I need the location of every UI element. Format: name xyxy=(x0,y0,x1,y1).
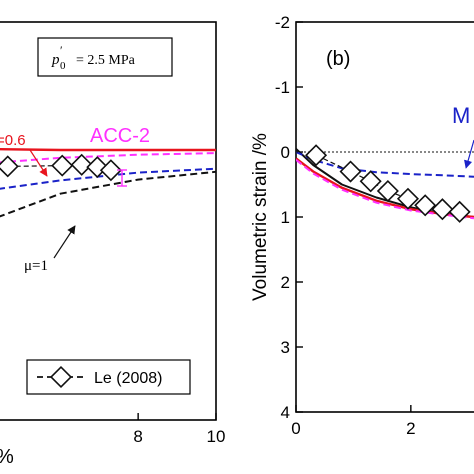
left-ticks: 8 10 xyxy=(133,413,225,446)
left-x-axis-label-fragment: % xyxy=(0,446,14,468)
x-tick-label: 10 xyxy=(207,427,226,446)
mu-1-arrow xyxy=(53,225,76,259)
mu-06-label: =0.6 xyxy=(0,132,26,149)
right-plot-frame xyxy=(295,21,474,413)
y-tick-label: 0 xyxy=(281,143,290,162)
y-tick-label: 2 xyxy=(281,273,290,292)
y-tick-label: 1 xyxy=(281,208,290,227)
mu-06-arrow xyxy=(29,149,48,177)
right-ticks: 0 2 -2 -1 0 1 2 3 4 xyxy=(275,13,416,438)
panel-b-label: (b) xyxy=(326,48,350,70)
pressure-box xyxy=(37,37,173,77)
pressure-symbol: p xyxy=(51,52,60,68)
data-point-marker xyxy=(431,198,454,221)
series-line-0 xyxy=(0,148,216,152)
data-point-marker xyxy=(0,155,19,178)
acc2-label: ACC-2 xyxy=(90,125,150,147)
left-legend: Le (2008) xyxy=(26,359,191,395)
data-point-marker xyxy=(414,194,437,217)
series-line-2 xyxy=(0,167,216,190)
series-line-2 xyxy=(296,159,474,220)
right-markers-group xyxy=(305,144,471,223)
data-point-marker xyxy=(339,160,362,183)
left-markers-group xyxy=(0,153,122,182)
right-panel: 0 2 -2 -1 0 1 2 3 4 (b) M Volumetric strain /% xyxy=(250,13,474,438)
data-point-marker xyxy=(396,187,420,210)
series-line-3 xyxy=(0,170,216,218)
data-point-marker xyxy=(376,179,399,203)
y-tick-label: -1 xyxy=(275,78,290,97)
data-point-marker xyxy=(99,159,122,182)
m-label: M xyxy=(452,103,470,128)
data-point-marker xyxy=(448,200,471,223)
y-tick-label: 3 xyxy=(281,338,290,357)
pressure-subscript: 0 xyxy=(60,60,66,72)
pressure-prime: ′ xyxy=(60,43,63,57)
left-panel: 8 10 p ′ 0 = 2.5 MPa =0.6 ACC-2 μ=1 Le (2… xyxy=(0,21,225,468)
right-y-axis-label: Volumetric strain /% xyxy=(250,133,271,301)
series-line-3 xyxy=(296,151,474,178)
data-point-marker xyxy=(70,153,93,176)
legend-label: Le (2008) xyxy=(94,370,163,387)
m-arrow xyxy=(464,139,474,169)
pressure-annotation: p ′ 0 = 2.5 MPa xyxy=(37,37,173,77)
x-tick-label: 0 xyxy=(291,419,300,438)
series-line-1 xyxy=(0,152,216,164)
pressure-value: = 2.5 MPa xyxy=(76,53,136,68)
y-tick-label: 4 xyxy=(281,403,290,422)
data-point-marker xyxy=(51,154,74,177)
legend-box xyxy=(26,359,191,395)
x-tick-label: 8 xyxy=(133,427,142,446)
legend-diamond-marker xyxy=(49,365,73,389)
data-point-marker xyxy=(305,144,328,167)
data-point-marker xyxy=(359,170,382,193)
y-tick-label: -2 xyxy=(275,13,290,32)
mu-1-label: μ=1 xyxy=(24,258,48,274)
x-tick-label: 2 xyxy=(406,419,415,438)
left-plot-frame xyxy=(0,21,217,421)
left-series-group xyxy=(0,148,216,218)
